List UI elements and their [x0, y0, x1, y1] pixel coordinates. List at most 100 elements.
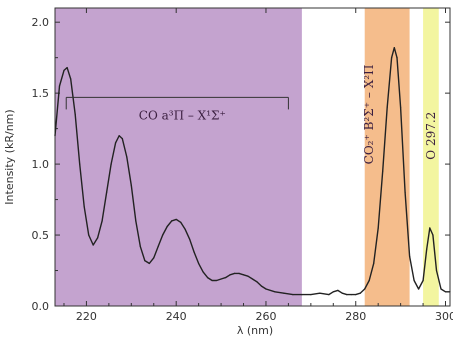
data-point: [224, 277, 227, 279]
data-point: [429, 227, 431, 229]
data-point: [396, 57, 398, 59]
data-point: [229, 274, 231, 276]
data-point: [114, 142, 117, 144]
data-point: [256, 281, 258, 283]
data-point: [404, 191, 406, 194]
x-tick-label: 220: [76, 310, 97, 323]
x-tick-label: 300: [435, 310, 453, 323]
y-tick-label: 0.0: [32, 300, 50, 313]
data-point: [135, 220, 137, 222]
data-point: [180, 221, 182, 223]
data-point: [198, 262, 200, 265]
data-point: [260, 285, 263, 287]
data-point: [426, 248, 428, 250]
data-point: [413, 279, 415, 282]
data-point: [92, 244, 94, 246]
data-point: [337, 289, 339, 291]
data-point: [106, 191, 108, 194]
data-point: [251, 278, 254, 280]
y-axis-label: Intensity (kR/nm): [3, 109, 16, 204]
y-tick-label: 1.0: [32, 158, 50, 171]
co-band-label: CO a³Π – X¹Σ⁺: [139, 108, 226, 122]
data-point: [148, 262, 150, 265]
annotations: CO a³Π – X¹Σ⁺ CO₂⁺ B²Σ⁺ – X²Π O 297.2: [65, 64, 438, 164]
data-point: [364, 288, 366, 290]
y-ticks: 0.0 0.5 1.0 1.5 2.0: [32, 16, 450, 313]
y-tick-label: 1.5: [32, 87, 50, 100]
data-point: [355, 294, 357, 296]
shaded-bands: [55, 8, 439, 306]
data-point: [202, 271, 204, 273]
data-point: [162, 234, 164, 236]
data-point: [171, 220, 173, 222]
data-point: [88, 234, 90, 236]
data-point: [409, 255, 411, 257]
data-point: [184, 228, 186, 230]
data-point: [54, 135, 56, 137]
plot-frame: [54, 7, 451, 307]
data-point: [350, 294, 352, 296]
data-point: [435, 269, 438, 272]
data-point: [238, 272, 240, 274]
data-point: [359, 292, 361, 294]
data-point: [265, 288, 267, 290]
co2-band-label: CO₂⁺ B²Σ⁺ – X²Π: [362, 64, 376, 164]
data-point: [70, 78, 72, 80]
x-tick-label: 240: [166, 310, 187, 323]
data-point: [332, 291, 334, 293]
data-point: [193, 251, 195, 253]
data-point: [377, 227, 379, 229]
data-point: [247, 275, 249, 277]
data-point: [83, 206, 85, 208]
x-tick-label: 260: [255, 310, 276, 323]
data-point: [220, 278, 222, 280]
data-point: [341, 292, 343, 294]
data-point: [175, 218, 177, 221]
data-point: [328, 294, 330, 296]
data-point: [153, 257, 155, 259]
data-point: [319, 292, 321, 294]
y-tick-label: 0.5: [32, 229, 50, 242]
o-line-label: O 297.2: [424, 112, 438, 160]
data-point: [63, 69, 65, 72]
data-point: [440, 288, 442, 290]
data-point: [400, 106, 402, 108]
x-tick-label: 280: [345, 310, 366, 323]
data-point: [283, 292, 285, 294]
axes: [54, 7, 451, 307]
data-point: [391, 57, 393, 59]
o-line-region: [423, 8, 439, 306]
data-point: [215, 279, 218, 282]
data-point: [292, 294, 294, 296]
data-point: [368, 279, 370, 282]
data-point: [66, 67, 68, 69]
data-point: [144, 259, 146, 262]
x-axis-label: λ (nm): [237, 324, 273, 337]
data-point: [110, 163, 112, 165]
data-point: [422, 279, 424, 282]
data-point: [393, 47, 395, 49]
series-group: [54, 47, 451, 296]
data-point: [74, 113, 76, 116]
data-point: [97, 237, 99, 239]
data-point: [346, 294, 348, 296]
data-point: [139, 245, 141, 247]
data-point: [242, 274, 245, 276]
data-point: [58, 85, 61, 87]
data-point: [386, 106, 388, 108]
data-point: [130, 184, 132, 186]
data-point: [118, 135, 120, 137]
data-point: [211, 279, 213, 282]
data-point: [121, 137, 123, 140]
data-point: [274, 291, 276, 293]
x-ticks: 220 240 260 280 300: [63, 8, 453, 323]
data-point: [382, 170, 384, 172]
y-tick-label: 2.0: [32, 16, 50, 29]
co2-band-region: [364, 8, 410, 306]
data-point: [432, 234, 434, 236]
data-point: [126, 156, 128, 158]
co-band-region: [55, 8, 302, 306]
data-point: [417, 288, 420, 290]
data-point: [166, 225, 168, 228]
